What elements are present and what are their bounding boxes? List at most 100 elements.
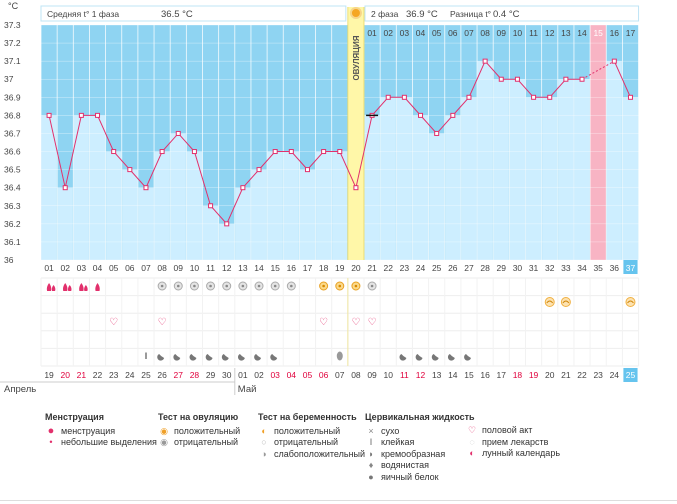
- phase2-day-label: 01: [367, 28, 377, 38]
- legend-pregnancy-test: Тест на беременность ◐ положительный ○ отр…: [258, 412, 365, 460]
- cycle-day-label: 35: [593, 263, 603, 273]
- calendar-date-label: 13: [432, 370, 442, 380]
- temperature-point: [579, 76, 585, 82]
- y-tick-label: 36: [4, 255, 14, 265]
- cycle-day-label: 20: [351, 263, 361, 273]
- cycle-day-label: 04: [93, 263, 103, 273]
- cycle-day-label: 10: [190, 263, 200, 273]
- cycle-day-label: 32: [545, 263, 555, 273]
- cycle-day-label: 09: [174, 263, 184, 273]
- legend-item: × сухо: [365, 426, 475, 438]
- temperature-point: [547, 94, 553, 100]
- menstruation-drop-icon: [67, 285, 72, 291]
- calendar-date-label: 10: [383, 370, 393, 380]
- cycle-day-label: 24: [416, 263, 426, 273]
- temperature-point: [272, 149, 278, 155]
- creamy-icon: [270, 354, 278, 361]
- phase2-day-label: 14: [577, 28, 587, 38]
- y-tick-label: 36.5: [4, 165, 21, 175]
- legend-label: менструация: [61, 425, 116, 436]
- drop-icon: ●: [47, 424, 55, 437]
- legend-title: Тест на овуляцию: [158, 412, 239, 422]
- cycle-day-label: 17: [303, 263, 313, 273]
- phase2-day-label: 09: [497, 28, 507, 38]
- phase2-box: [364, 5, 640, 22]
- calendar-date-label: 12: [416, 370, 426, 380]
- creamy-icon: [189, 354, 197, 361]
- calendar-date-label: 23: [593, 370, 603, 380]
- temperature-bar: [477, 61, 493, 261]
- creamy-icon: [399, 354, 407, 361]
- y-tick-label: 36.2: [4, 219, 21, 229]
- legend-item: ◉ отрицательный: [158, 437, 240, 449]
- calendar-date-label: 03: [270, 370, 280, 380]
- temperature-point: [321, 149, 327, 155]
- temperature-point: [46, 112, 52, 118]
- ovulation-test-dot: [338, 284, 342, 288]
- temperature-point: [111, 149, 117, 155]
- calendar-date-label: 22: [577, 370, 587, 380]
- cycle-day-label: 03: [77, 263, 87, 273]
- temperature-point: [627, 94, 633, 100]
- watery-icon: ♦: [368, 460, 374, 470]
- y-tick-label: 36.3: [4, 201, 21, 211]
- ovulation-test-dot: [370, 284, 374, 288]
- calendar-date-label: 19: [529, 370, 539, 380]
- temperature-point: [304, 167, 310, 173]
- calendar-date-label: 25: [141, 370, 151, 380]
- temperature-point: [450, 112, 456, 118]
- calendar-date-label: 22: [93, 370, 103, 380]
- pregnancy-test-mark: [627, 300, 634, 304]
- creamy-icon: [464, 354, 471, 361]
- phase2-day-label: 08: [480, 28, 490, 38]
- legend-label: лунный календарь: [482, 448, 561, 458]
- menstruation-drop-icon: [51, 285, 56, 291]
- month-label: Май: [238, 384, 257, 395]
- y-tick-label: 36.1: [4, 237, 21, 247]
- calendar-date-label: 27: [174, 370, 184, 380]
- positive-test-icon: ◉: [160, 425, 168, 436]
- y-tick-label: 36.6: [4, 147, 21, 157]
- creamy-icon: [431, 354, 439, 361]
- temperature-point: [159, 149, 165, 155]
- ovulation-label: ОВУЛЯЦИЯ: [352, 35, 361, 80]
- temperature-point: [514, 76, 520, 82]
- ovulation-test-dot: [257, 284, 261, 288]
- temperature-bar: [299, 169, 316, 260]
- cycle-day-label: 21: [367, 263, 377, 273]
- cycle-day-label: 22: [383, 263, 393, 273]
- y-tick-label: 36.4: [4, 183, 21, 193]
- legend-menstruation: Менструация ● менструация • небольшие выде…: [45, 412, 157, 449]
- y-tick-label: 36.7: [4, 128, 21, 138]
- temperature-line-segment: [613, 60, 631, 98]
- legend-ovulation-test: Тест на овуляцию ◉ положительный ◉ отрицат…: [158, 412, 240, 449]
- calendar-date-label: 30: [222, 370, 232, 380]
- legend-label: клейкая: [381, 437, 415, 447]
- dry-icon: ×: [368, 425, 374, 436]
- phase2-day-label: 02: [383, 28, 393, 38]
- ovulation-test-dot: [160, 284, 164, 288]
- ovulation-test-dot: [354, 284, 358, 288]
- phase2-day-label: 16: [610, 28, 620, 38]
- cycle-day-label: 26: [448, 263, 458, 273]
- pregnancy-test-weak-icon: [544, 297, 555, 307]
- y-tick-label: 36.9: [4, 92, 21, 102]
- cycle-day-label: 30: [513, 263, 523, 273]
- legend-item: ● менструация: [45, 424, 157, 438]
- calendar-date-label: 16: [480, 370, 490, 380]
- pregnancy-test-weak-icon: [560, 297, 571, 307]
- phase2-day-label: 04: [416, 28, 426, 38]
- phase2-label: 2 фаза: [371, 9, 399, 19]
- cycle-day-label: 27: [464, 263, 474, 273]
- small-drop-icon: [95, 283, 100, 291]
- negative-test-icon: ◉: [160, 437, 168, 447]
- y-tick-label: 37: [4, 74, 14, 84]
- temperature-bar: [622, 97, 639, 260]
- temperature-bar: [526, 97, 542, 260]
- phase2-day-label: 12: [545, 28, 555, 38]
- cycle-day-label: 05: [109, 263, 119, 273]
- legend-other: ♡ половой акт ◌ прием лекарств ◐ лунный кал…: [466, 425, 560, 460]
- diff-label: Разница t°: [450, 9, 491, 19]
- phase2-day-label: 07: [464, 28, 474, 38]
